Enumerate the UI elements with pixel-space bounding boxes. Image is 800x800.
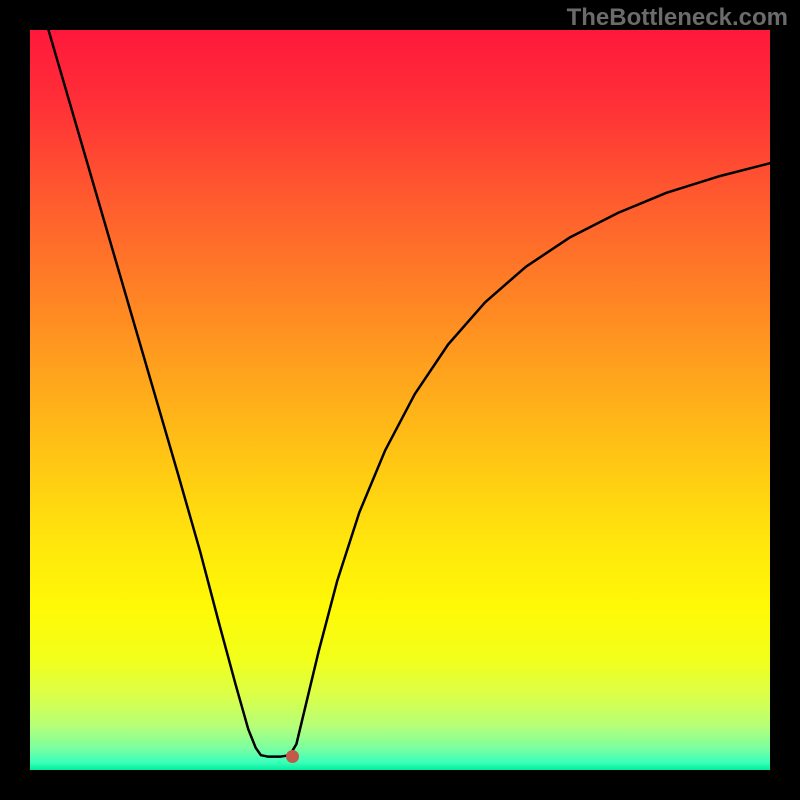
chart-stage: TheBottleneck.com <box>0 0 800 800</box>
watermark-text: TheBottleneck.com <box>567 4 788 32</box>
bottleneck-curve <box>30 30 770 770</box>
plot-area <box>30 30 770 770</box>
